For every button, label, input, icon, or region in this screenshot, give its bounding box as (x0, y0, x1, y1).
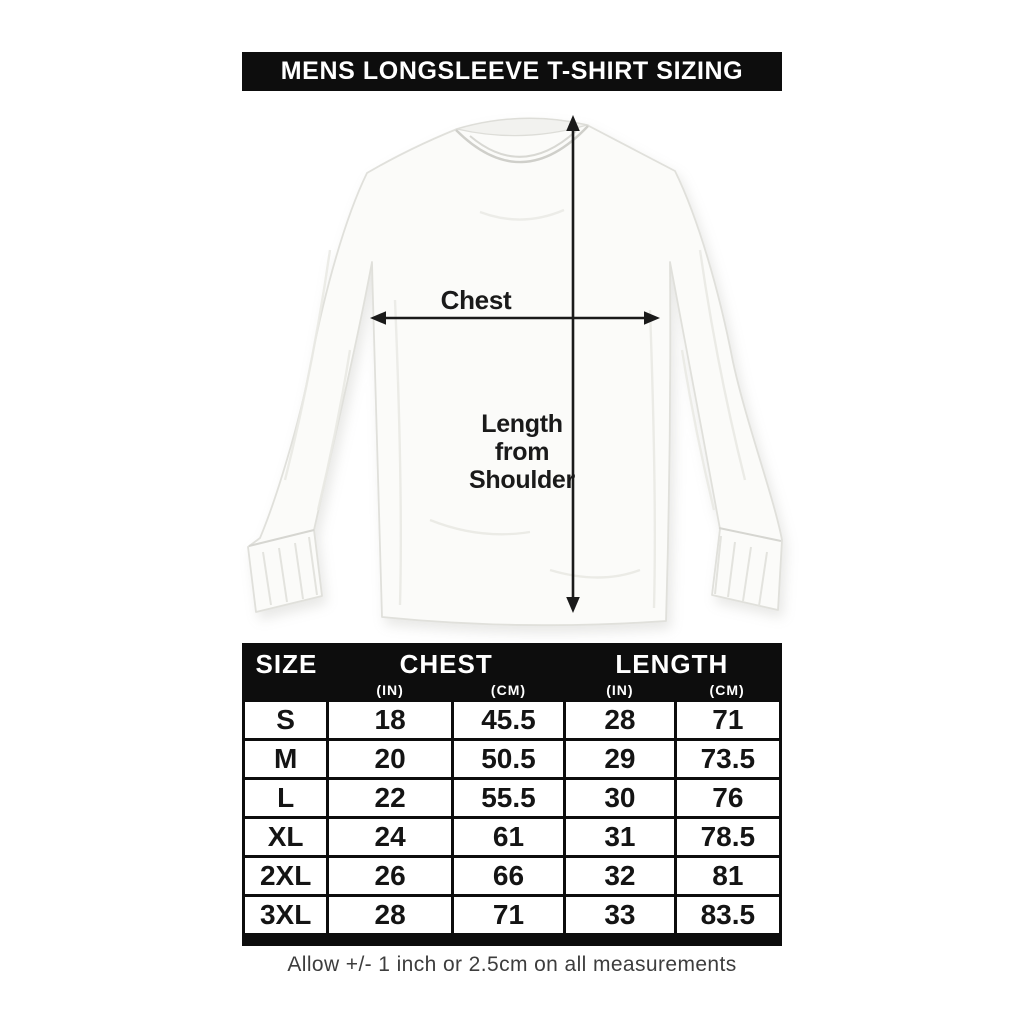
subheader-chest-cm: (CM) (452, 680, 565, 701)
length-measure-label: Length from Shoulder (442, 410, 602, 494)
left-cuff-ribs (262, 536, 318, 606)
longsleeve-shirt-illustration (247, 117, 783, 627)
fabric-folds (283, 208, 747, 609)
right-cuff-seam (718, 527, 782, 542)
cell-size: 2XL (241, 855, 330, 897)
table-row: XL 24 61 31 78.5 (241, 816, 783, 858)
left-cuff-seam (248, 529, 315, 547)
cell-chest-cm: 55.5 (450, 777, 567, 819)
length-label-line3: Shoulder (469, 466, 575, 494)
tolerance-note: Allow +/- 1 inch or 2.5cm on all measure… (287, 953, 737, 976)
header-size: SIZE (243, 644, 328, 680)
cell-length-cm: 78.5 (673, 816, 783, 858)
cell-size: S (241, 699, 330, 741)
cell-size: XL (241, 816, 330, 858)
length-label-line2: from (494, 438, 550, 466)
cell-chest-cm: 50.5 (450, 738, 567, 780)
cell-chest-in: 22 (326, 777, 454, 819)
right-cuff-ribs (714, 535, 768, 607)
table-bottom-bar (242, 936, 782, 946)
shirt-diagram: Chest Length from Shoulder (230, 100, 800, 645)
cell-length-in: 31 (563, 816, 677, 858)
cell-chest-cm: 71 (450, 894, 567, 936)
shirt-silhouette (247, 117, 783, 627)
subheader-length-cm: (CM) (675, 680, 781, 701)
cell-chest-cm: 66 (450, 855, 567, 897)
chest-measure-label: Chest (440, 285, 512, 315)
table-row: L 22 55.5 30 76 (241, 777, 783, 819)
back-neck-panel (454, 117, 590, 137)
subheader-blank (243, 680, 328, 701)
cell-chest-cm: 61 (450, 816, 567, 858)
title-bar: MENS LONGSLEEVE T-SHIRT SIZING (242, 52, 782, 91)
cell-size: L (241, 777, 330, 819)
page-title: MENS LONGSLEEVE T-SHIRT SIZING (280, 57, 744, 85)
table-row: 2XL 26 66 32 81 (241, 855, 783, 897)
sizing-table: SIZE CHEST LENGTH (IN) (CM) (IN) (CM) S … (241, 643, 783, 946)
length-label-line1: Length (481, 410, 563, 438)
cell-chest-in: 18 (326, 699, 454, 741)
table-row: M 20 50.5 29 73.5 (241, 738, 783, 780)
cell-size: 3XL (241, 894, 330, 936)
cell-length-in: 28 (563, 699, 677, 741)
cell-chest-in: 20 (326, 738, 454, 780)
cell-length-cm: 81 (673, 855, 783, 897)
table-subheader-row: (IN) (CM) (IN) (CM) (243, 680, 781, 701)
cell-length-cm: 83.5 (673, 894, 783, 936)
cell-chest-in: 24 (326, 816, 454, 858)
cell-chest-cm: 45.5 (450, 699, 567, 741)
table-header-row: SIZE CHEST LENGTH (243, 644, 781, 680)
cell-length-cm: 71 (673, 699, 783, 741)
collar-inner-edge (469, 130, 577, 158)
header-length: LENGTH (564, 644, 781, 680)
cell-chest-in: 26 (326, 855, 454, 897)
cell-length-in: 33 (563, 894, 677, 936)
cell-length-in: 30 (563, 777, 677, 819)
table-row: 3XL 28 71 33 83.5 (241, 894, 783, 936)
cell-size: M (241, 738, 330, 780)
cell-length-cm: 76 (673, 777, 783, 819)
header-chest: CHEST (327, 644, 565, 680)
table-row: S 18 45.5 28 71 (241, 699, 783, 741)
cell-length-in: 32 (563, 855, 677, 897)
cell-length-in: 29 (563, 738, 677, 780)
subheader-chest-in: (IN) (327, 680, 453, 701)
subheader-length-in: (IN) (564, 680, 676, 701)
cell-length-cm: 73.5 (673, 738, 783, 780)
cell-chest-in: 28 (326, 894, 454, 936)
